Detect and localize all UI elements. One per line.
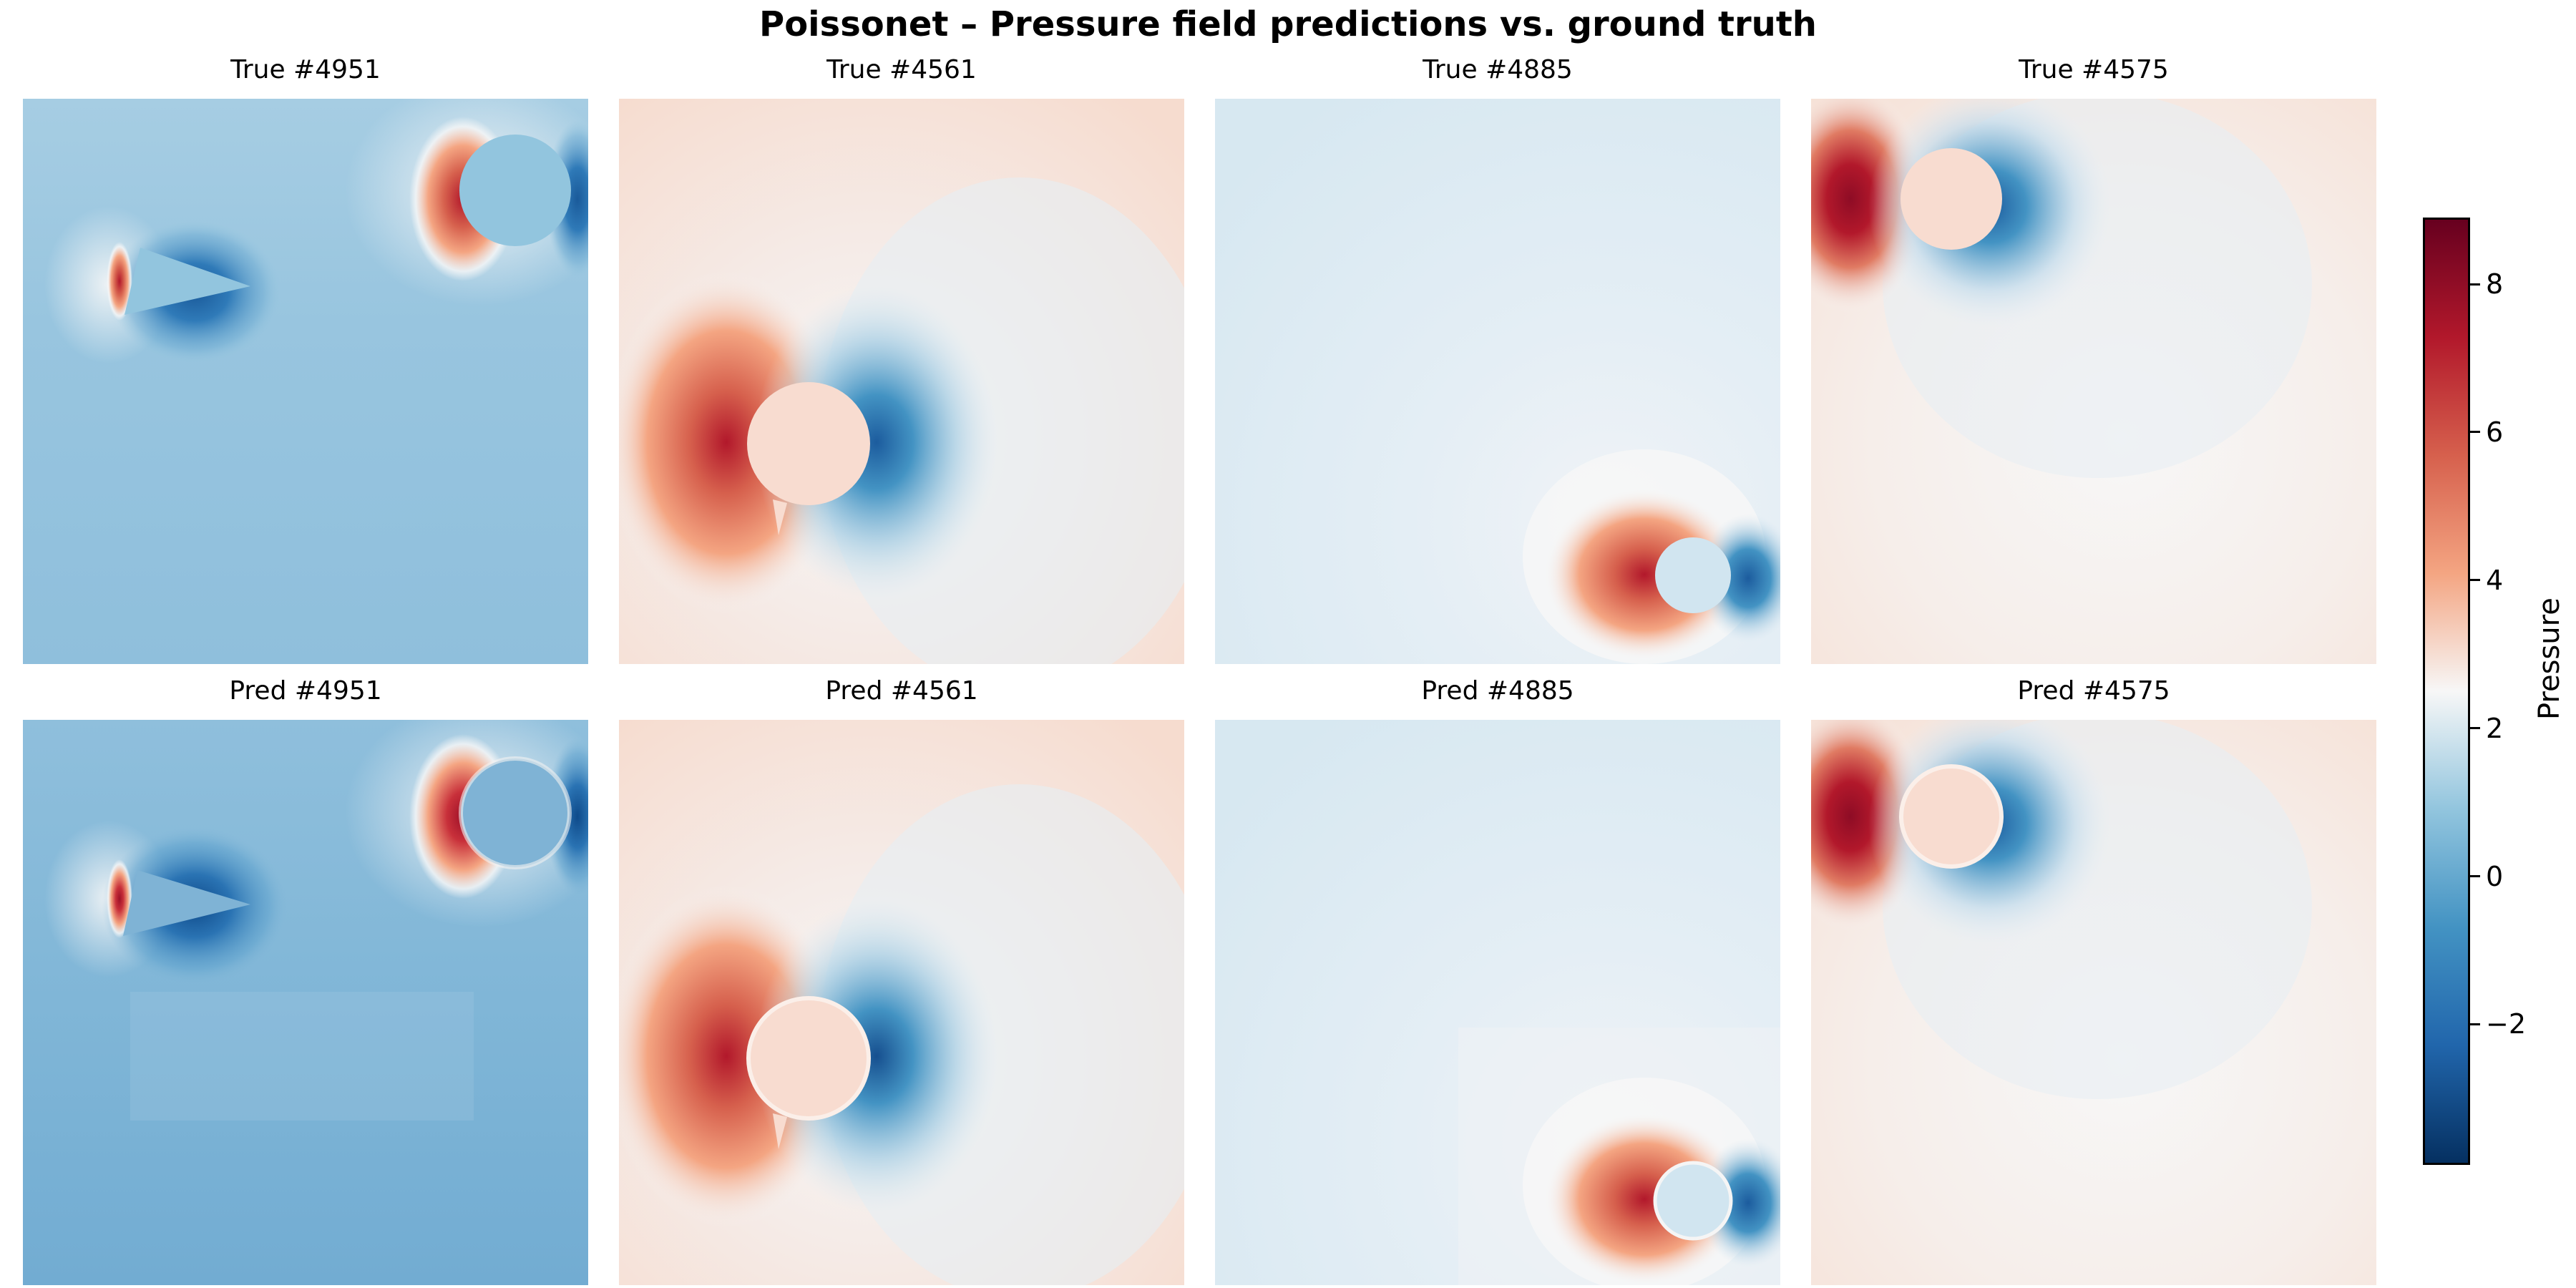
colorbar-tick bbox=[2470, 727, 2480, 730]
heatmap-pred-4561 bbox=[619, 720, 1184, 1285]
panel-title-true-4561: True #4561 bbox=[826, 55, 977, 84]
panel-title-pred-4951: Pred #4951 bbox=[229, 676, 382, 706]
panel-title-pred-4575: Pred #4575 bbox=[2017, 676, 2170, 706]
panel-title-true-4885: True #4885 bbox=[1423, 55, 1573, 84]
panel-title-true-4951: True #4951 bbox=[230, 55, 381, 84]
colorbar-tick-label: 2 bbox=[2486, 712, 2504, 744]
colorbar-tick-label: 0 bbox=[2486, 860, 2504, 892]
colorbar-tick-label: −2 bbox=[2486, 1008, 2527, 1040]
heatmap-true-4951 bbox=[23, 99, 588, 664]
colorbar-tick bbox=[2470, 579, 2480, 582]
panel-title-pred-4561: Pred #4561 bbox=[825, 676, 978, 706]
heatmap-true-4561 bbox=[619, 99, 1184, 664]
heatmap-pred-4885 bbox=[1215, 720, 1780, 1285]
colorbar-tick bbox=[2470, 875, 2480, 878]
heatmap-true-4575 bbox=[1811, 99, 2376, 664]
chart-title: Poissonet – Pressure field predictions v… bbox=[759, 4, 1817, 44]
panel-title-true-4575: True #4575 bbox=[2019, 55, 2169, 84]
panel-title-pred-4885: Pred #4885 bbox=[1421, 676, 1574, 706]
colorbar bbox=[2423, 218, 2470, 1165]
colorbar-tick-label: 4 bbox=[2486, 564, 2504, 596]
colorbar-tick bbox=[2470, 431, 2480, 434]
colorbar-tick bbox=[2470, 1023, 2480, 1025]
heatmap-pred-4951 bbox=[23, 720, 588, 1285]
heatmap-pred-4575 bbox=[1811, 720, 2376, 1285]
colorbar-tick-label: 6 bbox=[2486, 416, 2504, 448]
colorbar-tick bbox=[2470, 283, 2480, 286]
heatmap-true-4885 bbox=[1215, 99, 1780, 664]
colorbar-tick-label: 8 bbox=[2486, 268, 2504, 301]
colorbar-label: Pressure bbox=[2533, 597, 2566, 720]
